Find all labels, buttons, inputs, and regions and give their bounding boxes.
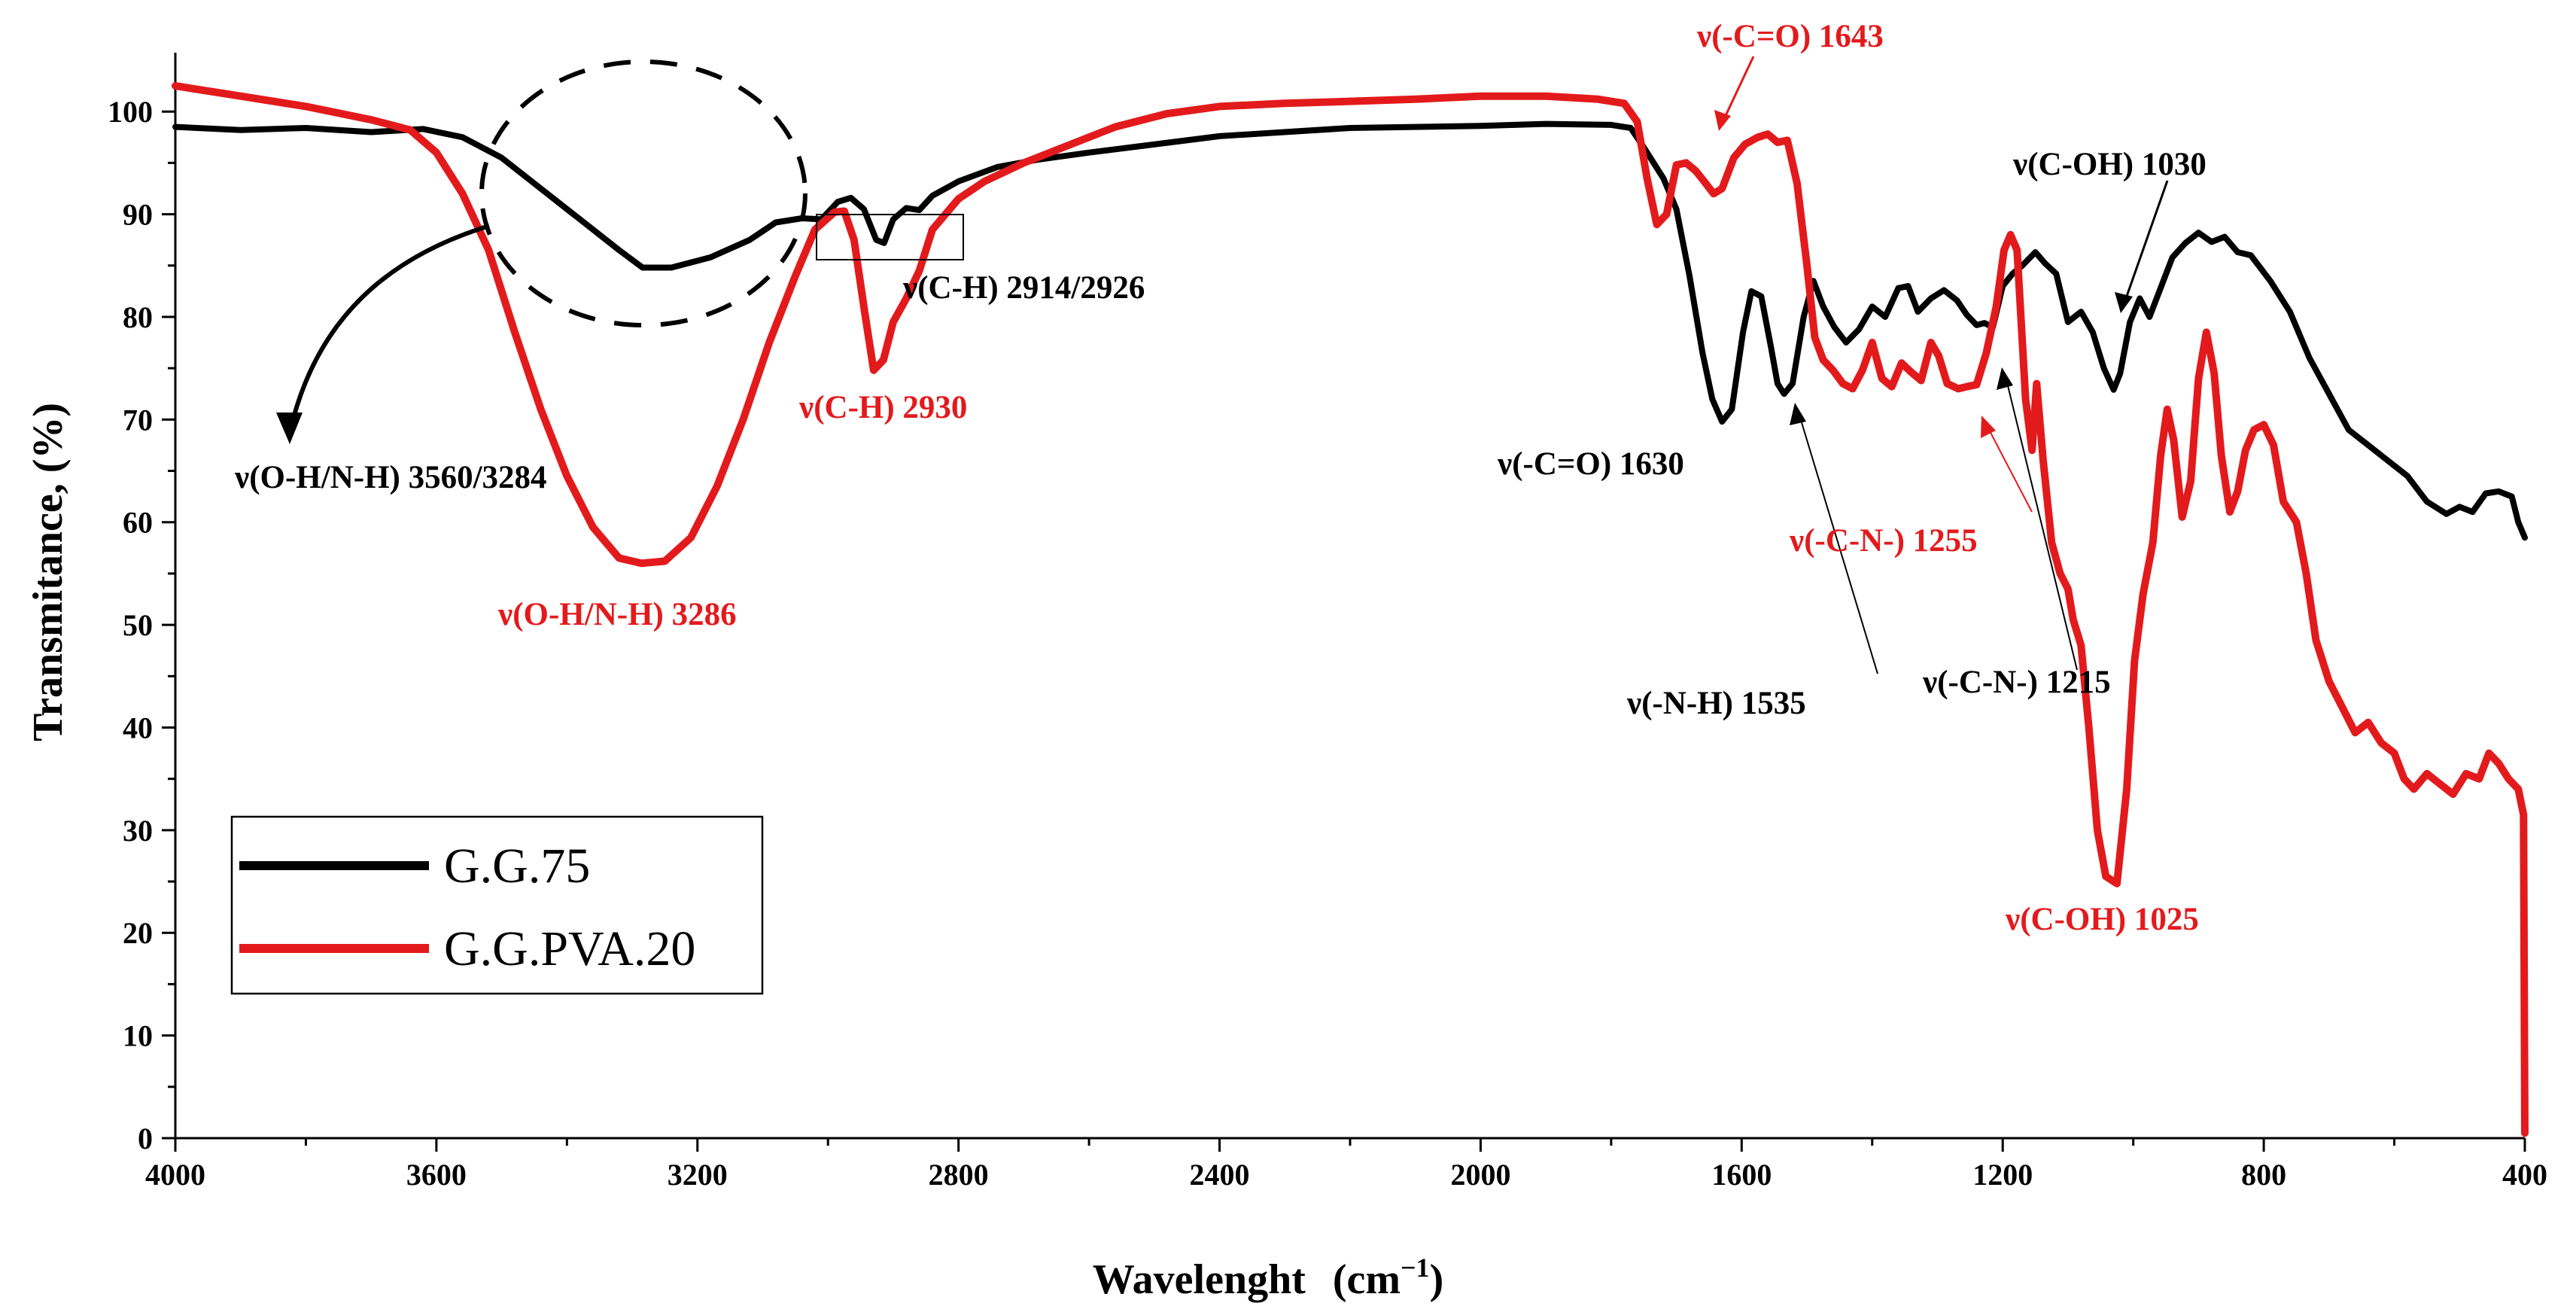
x-tick-label-1200: 1200 <box>1972 1158 2033 1192</box>
legend-label-ggpva20: G.G.PVA.20 <box>444 921 695 976</box>
y-tick-label-20: 20 <box>123 916 153 950</box>
y-axis-title: Transmitance, (%) <box>25 403 71 741</box>
x-axis-title: Wavelenght (cm−1) <box>1093 1253 1443 1303</box>
x-tick-label-3200: 3200 <box>668 1158 728 1192</box>
arrow-1255 <box>1986 425 2033 513</box>
x-tick-label-3600: 3600 <box>406 1158 467 1192</box>
x-axis-title-close: ) <box>1430 1256 1444 1303</box>
x-tick-label-400: 400 <box>2502 1158 2547 1192</box>
legend-box <box>230 815 764 995</box>
annotation-decor-layer <box>276 56 2169 674</box>
annotation-2: ν(C-H) 2914/2926 <box>902 270 1145 306</box>
arrow-oh-black <box>287 224 490 434</box>
y-tick-label-10: 10 <box>123 1019 153 1053</box>
annotation-4: ν(O-H/N-H) 3286 <box>497 597 737 632</box>
annotation-11: ν(C-OH) 1025 <box>2005 902 2199 937</box>
y-tick-label-30: 30 <box>123 814 153 848</box>
axes-layer: 4000 3600 3200 2800 2400 2000 1600 1200 800 40001… <box>108 53 2547 1192</box>
x-tick-label-2400: 2400 <box>1190 1158 1250 1192</box>
y-tick-label-80: 80 <box>123 300 153 334</box>
y-tick-label-60: 60 <box>123 506 153 540</box>
annotation-6: ν(-C=O) 1630 <box>1497 446 1684 482</box>
y-tick-label-90: 90 <box>123 198 153 232</box>
x-tick-label-2800: 2800 <box>929 1158 989 1192</box>
arrow-1535-head <box>1790 403 1806 425</box>
arrow-1215 <box>2005 376 2078 671</box>
arrow-1255-head <box>1981 416 1996 438</box>
ch-stretch-box <box>816 214 964 260</box>
y-tick-label-40: 40 <box>123 711 153 744</box>
x-tick-label-2000: 2000 <box>1450 1158 1510 1192</box>
arrow-1535 <box>1798 412 1878 674</box>
y-tick-label-50: 50 <box>123 608 153 642</box>
annotation-layer: ν(O-H/N-H) 3560/3284 ν(C-H) 2914/2926 ν(C-… <box>234 19 2206 937</box>
x-axis-title-unit: (cm <box>1333 1256 1401 1303</box>
highlight-dashed-circle <box>479 59 807 327</box>
annotation-10: ν(-C-N-) 1215 <box>1922 665 2111 700</box>
annotation-7: ν(C-OH) 1030 <box>2012 147 2206 182</box>
series-layer <box>172 82 2529 1137</box>
x-tick-label-800: 800 <box>2241 1158 2286 1192</box>
legend: G.G.75 G.G.PVA.20 <box>230 815 764 995</box>
legend-label-gg75: G.G.75 <box>444 839 590 894</box>
series-line-g-g-pva-20 <box>172 82 2529 1137</box>
annotation-9: ν(-N-H) 1535 <box>1626 686 1806 721</box>
arrow-1215-head <box>1997 367 2013 390</box>
x-tick-label-1600: 1600 <box>1711 1158 1772 1192</box>
x-tick-label-4000: 4000 <box>145 1158 205 1192</box>
x-axis-title-text: Wavelenght <box>1093 1256 1306 1303</box>
series-line-g-g-75 <box>172 120 2528 541</box>
annotation-8: ν(-C-N-) 1255 <box>1789 523 1978 559</box>
arrow-1030-head <box>2115 292 2133 313</box>
arrow-1643-head <box>1714 110 1731 131</box>
y-tick-label-0: 0 <box>138 1122 153 1155</box>
arrow-1030 <box>2123 180 2169 303</box>
annotation-1: ν(O-H/N-H) 3560/3284 <box>234 460 547 495</box>
arrow-1643 <box>1722 56 1755 121</box>
arrow-oh-black-head <box>276 413 303 444</box>
annotation-3: ν(C-H) 2930 <box>798 390 967 425</box>
annotation-5: ν(-C=O) 1643 <box>1696 19 1884 54</box>
x-axis-title-sup: −1 <box>1401 1253 1430 1283</box>
y-tick-label-70: 70 <box>123 403 153 437</box>
y-tick-label-100: 100 <box>108 95 153 129</box>
